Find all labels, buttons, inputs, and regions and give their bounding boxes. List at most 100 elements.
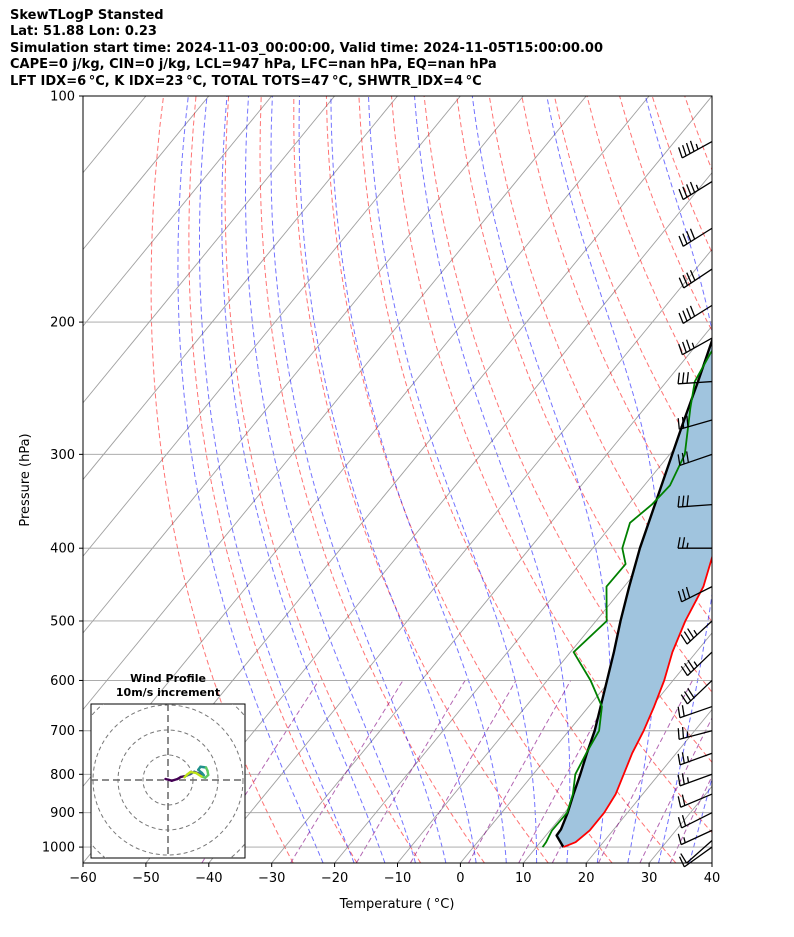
barb-feather — [681, 726, 685, 739]
stability-line: CAPE=0 j/kg, CIN=0 j/kg, LCL=947 hPa, LF… — [10, 57, 497, 73]
dry-adiabat-line — [293, 96, 549, 863]
isotherm-line — [83, 96, 398, 481]
isotherm-line — [83, 96, 273, 327]
chart-header: SkewTLogP Stansted Lat: 51.88 Lon: 0.23 … — [10, 8, 790, 90]
x-tick-label: 40 — [704, 871, 721, 886]
wind-barb — [677, 773, 713, 787]
wind-barb — [678, 140, 713, 159]
mixing-ratio-line — [355, 680, 466, 863]
barb-half-feather — [686, 542, 689, 549]
barb-staff — [682, 227, 713, 247]
wind-barb — [678, 846, 713, 868]
barb-feather — [678, 188, 684, 200]
moist-adiabat-line — [644, 96, 712, 863]
moist-adiabat-line — [414, 96, 571, 863]
barb-feather — [682, 310, 688, 322]
barb-feather — [681, 144, 687, 157]
x-tick-label: −40 — [195, 871, 222, 886]
barb-feather — [689, 181, 696, 193]
barb-feather — [677, 796, 682, 808]
wind-barb — [680, 651, 713, 677]
wind-barb — [680, 679, 713, 705]
barb-staff — [678, 730, 713, 740]
barb-feather — [686, 415, 689, 427]
barb-feather — [689, 269, 696, 281]
dry-adiabat-line — [553, 96, 712, 480]
y-tick-label: 800 — [50, 768, 75, 783]
barb-feather — [677, 774, 681, 787]
barb-feather — [681, 752, 685, 764]
barb-feather — [677, 495, 680, 508]
barb-feather — [689, 140, 695, 152]
isotherm-line — [83, 96, 335, 404]
moist-adiabat-line — [245, 96, 416, 863]
x-tick-label: −60 — [69, 871, 96, 886]
wind-barb — [677, 415, 713, 430]
x-tick-label: 10 — [515, 871, 532, 886]
barb-half-feather — [693, 661, 698, 667]
barb-feather — [678, 312, 684, 324]
barb-feather — [689, 305, 696, 317]
barb-staff — [686, 620, 713, 645]
barb-staff — [683, 846, 713, 868]
barb-feather — [677, 833, 682, 845]
barb-feather — [678, 235, 684, 247]
dry-adiabat-line — [188, 96, 358, 863]
barb-feather — [683, 691, 692, 702]
barb-staff — [680, 793, 713, 808]
moist-adiabat-line — [199, 96, 355, 863]
y-tick-label: 700 — [50, 724, 75, 739]
dry-adiabat-line — [224, 96, 422, 863]
barb-feather — [685, 586, 691, 598]
isotherm-line — [271, 325, 712, 863]
axes: −60 −50 −40 −30 −20 −10 0 10 20 30 40 100 200 300 400 5… — [42, 90, 720, 887]
dry-adiabat-line — [391, 96, 712, 834]
isotherm-line — [83, 96, 524, 634]
barb-feather — [677, 454, 681, 466]
wind-barbs — [677, 140, 713, 868]
barb-feather — [686, 451, 690, 463]
dry-adiabat-line — [783, 96, 794, 863]
isotherm-line — [145, 171, 712, 863]
moist-adiabat-line — [330, 96, 507, 863]
time-line: Simulation start time: 2024-11-03_00:00:… — [10, 40, 603, 56]
barb-staff — [681, 812, 713, 829]
barb-feather — [682, 341, 687, 353]
barb-feather — [686, 230, 692, 242]
barb-staff — [682, 304, 713, 324]
isotherm-line — [334, 402, 712, 863]
wind-barb — [677, 705, 713, 719]
moist-adiabat-line — [221, 96, 386, 863]
isotherm-line — [460, 555, 712, 863]
barb-feather — [681, 794, 686, 806]
cape-fill-area — [556, 340, 712, 848]
barb-feather — [685, 142, 691, 154]
barb-feather — [677, 817, 683, 829]
barb-staff — [679, 419, 713, 430]
barb-staff — [678, 380, 713, 385]
barb-feather — [681, 537, 686, 549]
barb-feather — [681, 416, 685, 429]
barb-feather — [687, 628, 695, 639]
dry-adiabat-line — [259, 96, 485, 863]
barb-staff — [679, 453, 713, 467]
barb-feather — [680, 665, 689, 676]
barb-half-feather — [695, 184, 700, 191]
isotherm-line — [83, 96, 587, 711]
barb-staff — [681, 586, 713, 603]
wind-barb — [677, 726, 713, 740]
y-tick-label: 100 — [50, 90, 75, 105]
wind-barb — [677, 537, 712, 549]
barb-feather — [682, 186, 688, 198]
barb-feather — [681, 372, 685, 384]
barb-feather — [683, 631, 691, 642]
hodograph-subtitle: 10m/s increment — [116, 686, 220, 699]
x-tick-label: −20 — [321, 871, 348, 886]
isotherm-line — [522, 632, 712, 863]
barb-feather — [677, 537, 681, 549]
barb-staff — [687, 651, 713, 677]
barb-feather — [680, 634, 688, 645]
barb-feather — [689, 228, 696, 240]
hodograph-title: Wind Profile — [130, 672, 206, 685]
